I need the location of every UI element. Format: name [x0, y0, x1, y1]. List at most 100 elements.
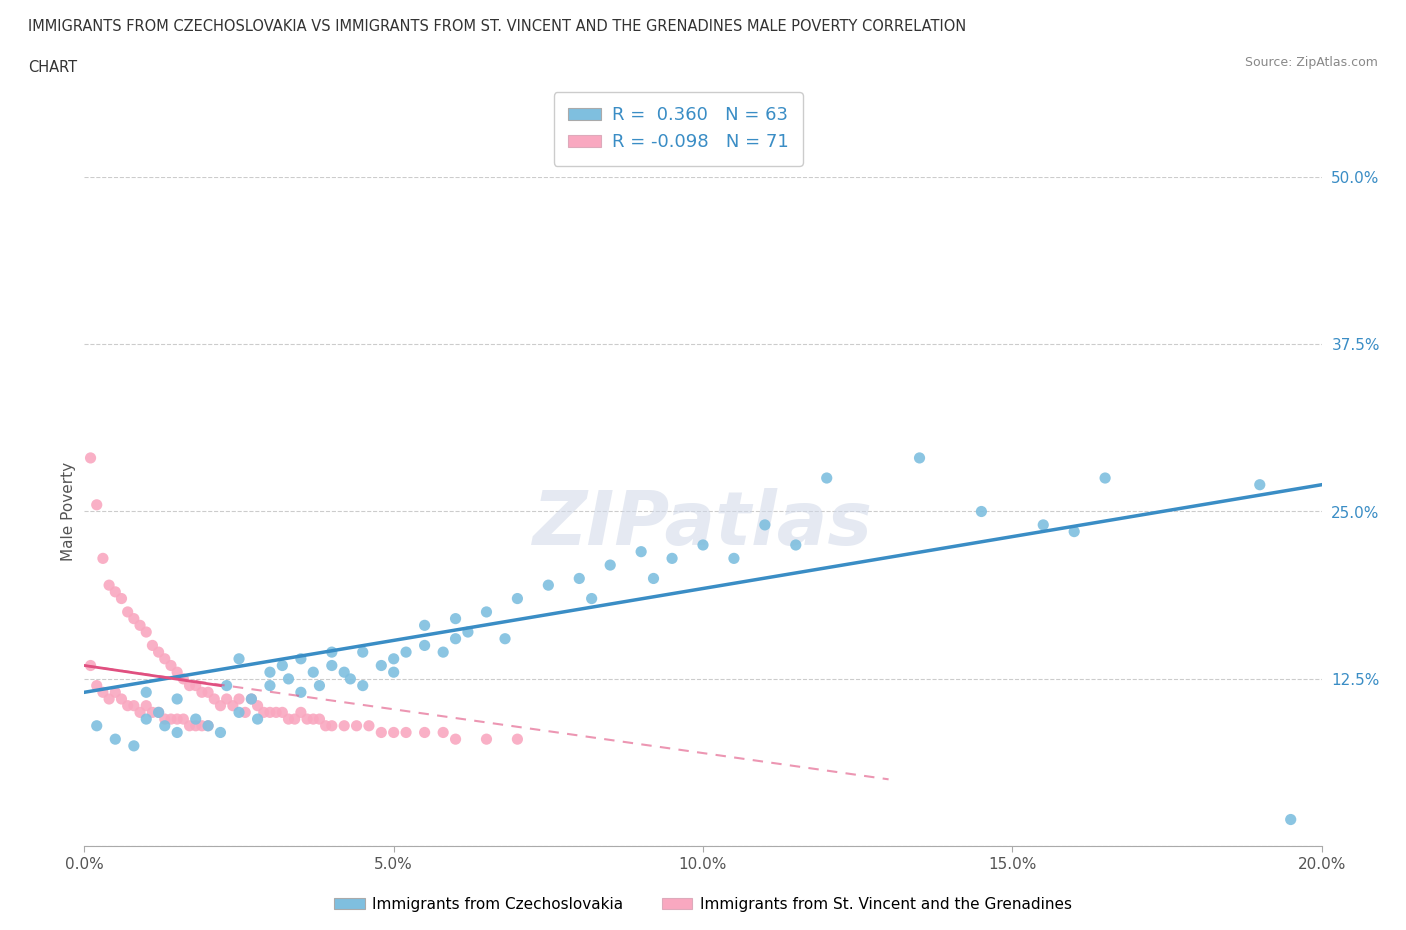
Point	[1279, 812, 1302, 827]
Point	[382, 651, 405, 666]
Point	[692, 538, 714, 552]
Point	[1063, 525, 1085, 539]
Text: IMMIGRANTS FROM CZECHOSLOVAKIA VS IMMIGRANTS FROM ST. VINCENT AND THE GRENADINES: IMMIGRANTS FROM CZECHOSLOVAKIA VS IMMIGR…	[28, 19, 966, 33]
Point	[271, 658, 294, 673]
Point	[568, 571, 591, 586]
Point	[215, 692, 238, 707]
Point	[129, 705, 152, 720]
Point	[110, 692, 132, 707]
Point	[79, 658, 101, 673]
Point	[599, 558, 621, 573]
Point	[908, 450, 931, 465]
Point	[357, 718, 380, 733]
Point	[86, 718, 108, 733]
Point	[970, 504, 993, 519]
Point	[91, 684, 114, 699]
Point	[122, 698, 145, 713]
Point	[104, 732, 127, 747]
Point	[91, 551, 114, 565]
Point	[233, 705, 256, 720]
Point	[215, 678, 238, 693]
Point	[141, 638, 163, 653]
Point	[253, 705, 276, 720]
Point	[444, 732, 467, 747]
Point	[630, 544, 652, 559]
Point	[475, 732, 498, 747]
Point	[315, 718, 337, 733]
Point	[333, 665, 356, 680]
Point	[172, 671, 194, 686]
Point	[135, 711, 157, 726]
Point	[506, 591, 529, 606]
Point	[148, 644, 170, 659]
Point	[432, 644, 454, 659]
Point	[197, 684, 219, 699]
Point	[284, 711, 307, 726]
Point	[160, 658, 183, 673]
Point	[444, 631, 467, 646]
Point	[494, 631, 516, 646]
Point	[259, 665, 281, 680]
Point	[754, 517, 776, 532]
Point	[166, 725, 188, 740]
Point	[240, 692, 263, 707]
Point	[135, 684, 157, 699]
Point	[79, 450, 101, 465]
Point	[643, 571, 665, 586]
Point	[141, 705, 163, 720]
Point	[259, 678, 281, 693]
Point	[333, 718, 356, 733]
Point	[153, 711, 176, 726]
Text: CHART: CHART	[28, 60, 77, 75]
Point	[246, 711, 269, 726]
Point	[86, 498, 108, 512]
Point	[172, 711, 194, 726]
Point	[395, 725, 418, 740]
Point	[259, 705, 281, 720]
Point	[98, 692, 121, 707]
Point	[581, 591, 603, 606]
Point	[209, 698, 232, 713]
Point	[370, 658, 392, 673]
Point	[228, 692, 250, 707]
Point	[166, 711, 188, 726]
Point	[413, 725, 436, 740]
Point	[184, 711, 207, 726]
Point	[179, 678, 201, 693]
Point	[321, 718, 343, 733]
Point	[302, 711, 325, 726]
Point	[661, 551, 683, 565]
Point	[413, 618, 436, 632]
Text: Source: ZipAtlas.com: Source: ZipAtlas.com	[1244, 56, 1378, 69]
Point	[432, 725, 454, 740]
Legend: Immigrants from Czechoslovakia, Immigrants from St. Vincent and the Grenadines: Immigrants from Czechoslovakia, Immigran…	[328, 891, 1078, 918]
Point	[277, 711, 299, 726]
Point	[475, 604, 498, 619]
Point	[444, 611, 467, 626]
Point	[228, 651, 250, 666]
Point	[302, 665, 325, 680]
Point	[166, 665, 188, 680]
Point	[339, 671, 361, 686]
Point	[117, 698, 139, 713]
Point	[122, 611, 145, 626]
Point	[352, 644, 374, 659]
Point	[228, 705, 250, 720]
Point	[290, 684, 312, 699]
Point	[117, 604, 139, 619]
Point	[308, 711, 330, 726]
Point	[308, 678, 330, 693]
Point	[537, 578, 560, 592]
Point	[222, 698, 245, 713]
Point	[135, 698, 157, 713]
Legend: R =  0.360   N = 63, R = -0.098   N = 71: R = 0.360 N = 63, R = -0.098 N = 71	[554, 92, 803, 166]
Point	[346, 718, 368, 733]
Point	[290, 651, 312, 666]
Point	[166, 692, 188, 707]
Point	[1032, 517, 1054, 532]
Y-axis label: Male Poverty: Male Poverty	[60, 462, 76, 561]
Point	[457, 625, 479, 640]
Point	[352, 678, 374, 693]
Point	[370, 725, 392, 740]
Point	[104, 584, 127, 599]
